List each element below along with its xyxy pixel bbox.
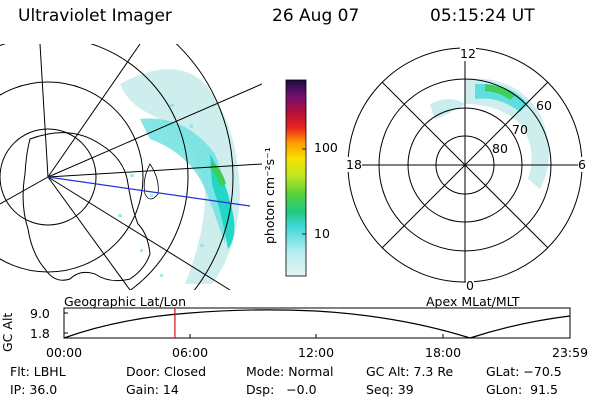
time-label: 05:15:24 UT (430, 6, 535, 26)
polar-aurora-green (485, 84, 515, 100)
mlt-label-12: 12 (460, 46, 476, 61)
info-dsp: Dsp: −0.0 (246, 382, 317, 397)
orbit-xtick-4: 23:59 (552, 345, 589, 360)
coastline (22, 132, 151, 282)
right-caption: Apex MLat/MLT (426, 294, 520, 309)
left-caption: Geographic Lat/Lon (64, 294, 186, 309)
info-glon: GLon: 91.5 (486, 382, 558, 397)
orbit-xtick-2: 12:00 (298, 345, 335, 360)
orbit-xtick-0: 00:00 (46, 345, 83, 360)
colorbar-tick-10: 10 (314, 226, 330, 241)
colorbar-tick-100: 100 (314, 140, 338, 155)
mlt-label-6: 6 (578, 157, 586, 172)
orbit-ytick-low: 1.8 (30, 326, 50, 341)
info-flt: Flt: LBHL (10, 364, 66, 379)
mlat-label-80: 80 (492, 141, 508, 156)
orbit-ytick-high: 9.0 (30, 306, 50, 321)
app-title: Ultraviolet Imager (18, 6, 172, 26)
info-mode: Mode: Normal (246, 364, 334, 379)
mlt-label-0: 0 (466, 278, 474, 293)
orbit-xtick-1: 06:00 (172, 345, 209, 360)
satellite-track-line (47, 176, 251, 207)
orbit-altitude-plot (63, 307, 571, 339)
orbit-ylabel: GC Alt (0, 312, 15, 352)
info-gain: Gain: 14 (126, 382, 179, 397)
altitude-curve (63, 309, 571, 339)
mlat-label-60: 60 (536, 98, 552, 113)
intensity-colorbar (285, 79, 307, 277)
geographic-map-plot (0, 44, 262, 290)
info-gc-alt: GC Alt: 7.3 Re (366, 364, 454, 379)
info-seq: Seq: 39 (366, 382, 414, 397)
aurora-band-green (210, 162, 226, 186)
orbit-xtick-3: 18:00 (425, 345, 462, 360)
info-glat: GLat: −70.5 (486, 364, 562, 379)
mlat-mlt-polar-plot (347, 47, 583, 283)
colorbar-unit-label: photon cm⁻²s⁻¹ (262, 147, 277, 244)
mlat-label-70: 70 (512, 122, 528, 137)
aurora-band-mid (140, 118, 228, 244)
info-ip: IP: 36.0 (10, 382, 58, 397)
date-label: 26 Aug 07 (272, 6, 360, 26)
mlt-label-18: 18 (346, 157, 362, 172)
aurora-band-light (120, 69, 240, 284)
info-door: Door: Closed (126, 364, 207, 379)
